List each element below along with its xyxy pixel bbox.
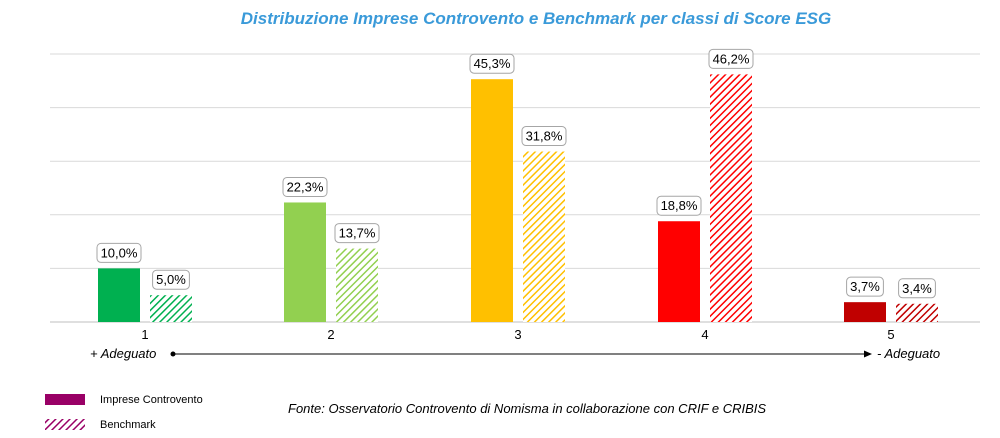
data-label-box (846, 276, 884, 297)
chart-title: Distribuzione Imprese Controvento e Benc… (241, 9, 831, 28)
axis-note-right: - Adeguato (877, 346, 940, 361)
data-label-text: 45,3% (474, 56, 511, 71)
data-label: 3,7% (846, 276, 884, 297)
data-label-box (469, 53, 515, 74)
x-tick-label: 2 (327, 327, 334, 342)
bar-imprese-controvento (844, 302, 886, 322)
data-label: 18,8% (656, 195, 702, 216)
legend: Imprese Controvento Benchmark (45, 394, 203, 431)
data-label-text: 3,7% (850, 279, 880, 294)
data-label-box (898, 278, 936, 299)
bar-benchmark (710, 74, 752, 322)
bar-imprese-controvento (284, 202, 326, 322)
data-label-box (521, 126, 567, 147)
bars (98, 74, 938, 322)
bar-benchmark (150, 295, 192, 322)
legend-label: Benchmark (100, 419, 156, 431)
data-label-box (334, 223, 380, 244)
bar-benchmark (523, 151, 565, 322)
data-label-text: 22,3% (287, 179, 324, 194)
legend-swatch-hatched (45, 419, 85, 430)
data-label-text: 3,4% (902, 281, 932, 296)
data-label: 3,4% (898, 278, 936, 299)
axis-note-left: + Adeguato (90, 346, 156, 361)
data-label-text: 10,0% (101, 245, 138, 260)
data-label: 31,8% (521, 126, 567, 147)
data-label-text: 46,2% (713, 51, 750, 66)
data-label-box (152, 269, 190, 290)
data-label: 13,7% (334, 223, 380, 244)
data-label: 46,2% (708, 48, 754, 69)
data-label-text: 18,8% (661, 198, 698, 213)
data-label-text: 5,0% (156, 272, 186, 287)
data-label-box (708, 48, 754, 69)
data-label-box (656, 195, 702, 216)
legend-swatch-solid (45, 394, 85, 405)
x-tick-label: 4 (701, 327, 708, 342)
legend-label: Imprese Controvento (100, 394, 203, 406)
data-label: 10,0% (96, 242, 142, 263)
bar-imprese-controvento (98, 268, 140, 322)
legend-item: Benchmark (45, 419, 156, 431)
x-tick-label: 3 (514, 327, 521, 342)
gridlines (50, 53, 980, 323)
data-label-text: 31,8% (526, 129, 563, 144)
data-label: 22,3% (282, 176, 328, 197)
x-tick-labels: 1 2 3 4 5 (141, 327, 894, 342)
bar-benchmark (896, 303, 938, 322)
legend-item: Imprese Controvento (45, 394, 203, 406)
x-tick-label: 5 (887, 327, 894, 342)
data-label-box (96, 242, 142, 263)
bar-benchmark (336, 248, 378, 322)
data-label-box (282, 176, 328, 197)
data-label-text: 13,7% (339, 226, 376, 241)
adeguato-axis: + Adeguato - Adeguato (90, 346, 940, 361)
axis-note-arrow-head (864, 350, 872, 358)
data-label: 5,0% (152, 269, 190, 290)
bar-imprese-controvento (658, 221, 700, 322)
bar-imprese-controvento (471, 79, 513, 322)
data-label: 45,3% (469, 53, 515, 74)
source-note: Fonte: Osservatorio Controvento di Nomis… (288, 401, 766, 416)
data-labels: 10,0% 5,0% 22,3% 13,7% 45,3% 31,8% 18,8% 46,2% 3… (96, 48, 936, 299)
x-tick-label: 1 (141, 327, 148, 342)
